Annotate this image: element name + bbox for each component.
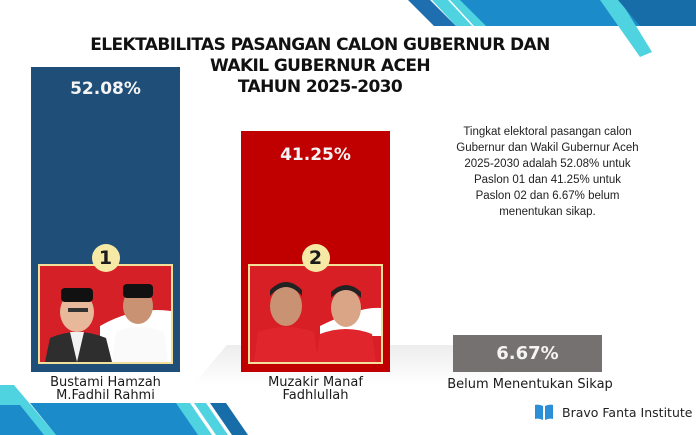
candidate-name-1: Bustami Hamzah M.Fadhil Rahmi bbox=[31, 376, 180, 402]
paslon-number-badge-1: 1 bbox=[91, 244, 120, 272]
title-line-2: WAKIL GUBERNUR ACEH bbox=[210, 56, 431, 76]
candidate-portraits-1 bbox=[45, 284, 171, 362]
bar-value-undecided: 6.67% bbox=[496, 343, 559, 364]
candidate-2-governor: Muzakir Manaf bbox=[268, 375, 363, 390]
decorative-stripes-bottom bbox=[0, 385, 248, 435]
title-line-3: TAHUN 2025-2030 bbox=[237, 77, 403, 97]
bar-paslon-2: 41.25% 2 bbox=[241, 131, 390, 372]
candidate-photo-1 bbox=[38, 264, 173, 364]
decorative-stripes-top bbox=[408, 0, 696, 57]
candidate-2-vice: Fadhlullah bbox=[282, 388, 349, 403]
bar-undecided: 6.67% bbox=[453, 335, 602, 372]
candidate-name-2: Muzakir Manaf Fadhlullah bbox=[241, 376, 390, 402]
candidate-1-vice: M.Fadhil Rahmi bbox=[56, 388, 155, 403]
candidate-photo-2 bbox=[248, 264, 383, 364]
candidate-portraits-2 bbox=[254, 282, 381, 362]
brand-logo: Bravo Fanta Institute bbox=[534, 404, 692, 421]
undecided-label: Belum Menentukan Sikap bbox=[447, 377, 613, 392]
bar-paslon-1: 52.08% 1 bbox=[31, 67, 180, 372]
paslon-number-badge-2: 2 bbox=[301, 244, 330, 272]
title-line-1: ELEKTABILITAS PASANGAN CALON GUBERNUR DA… bbox=[90, 35, 550, 55]
candidate-1-governor: Bustami Hamzah bbox=[50, 375, 161, 390]
chart-title: ELEKTABILITAS PASANGAN CALON GUBERNUR DA… bbox=[30, 35, 610, 98]
bar-value-paslon-2: 41.25% bbox=[280, 145, 351, 165]
open-book-icon bbox=[535, 404, 553, 420]
brand-name: Bravo Fanta Institute bbox=[562, 405, 693, 420]
description-text: Tingkat elektoral pasangan calon Gubernu… bbox=[456, 126, 639, 218]
bar-value-paslon-1: 52.08% bbox=[70, 79, 141, 99]
